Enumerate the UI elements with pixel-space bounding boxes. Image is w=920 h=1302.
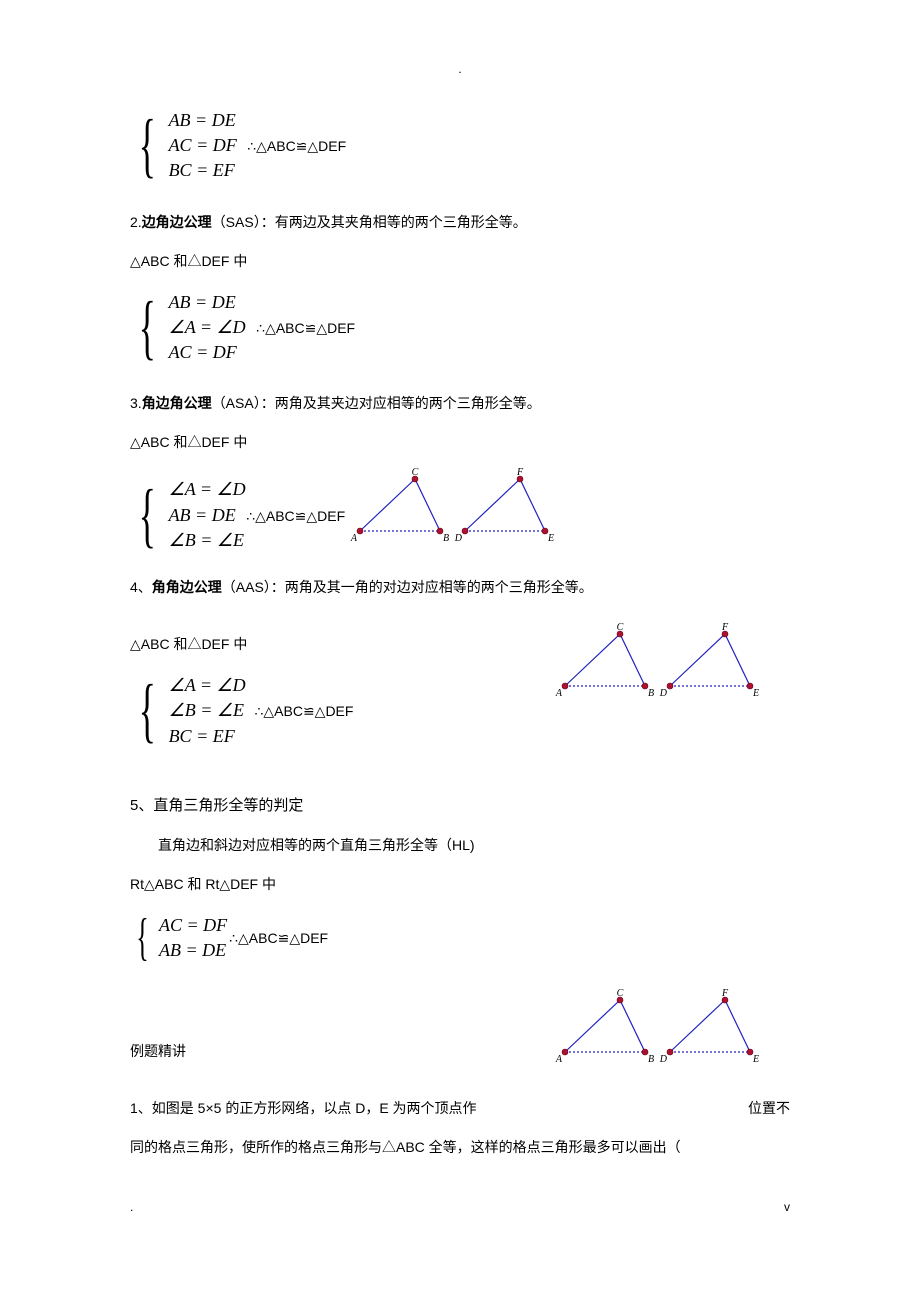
svg-text:E: E [547,533,554,544]
sas-line2: ∠A = ∠D [169,317,246,337]
svg-text:E: E [752,688,759,699]
hl-triangles: ABCDEF [560,992,790,1080]
svg-text:F: F [721,622,729,633]
aas-line2: ∠B = ∠E [169,700,244,720]
sss-line1: AB = DE [169,108,347,133]
sss-line3: BC = EF [169,158,347,183]
aas-conclusion: ∴△ABC≌△DEF [254,703,353,719]
hl-desc: 直角边和斜边对应相等的两个直角三角形全等（HL) [158,835,790,856]
asa-heading: 3.角边角公理（ASA）：两角及其夹边对应相等的两个三角形全等。 [130,393,790,414]
brace-left: { [136,916,148,960]
svg-text:B: B [443,533,449,544]
sas-line3: AC = DF [169,340,356,365]
svg-text:C: C [412,467,419,478]
aas-line1: ∠A = ∠D [169,673,354,698]
example1-line2: 同的格点三角形，使所作的格点三角形与△ABC 全等，这样的格点三角形最多可以画出… [130,1137,790,1158]
svg-text:F: F [721,988,729,999]
brace-left: { [139,485,156,546]
top-mark: . [130,60,790,78]
sas-conclusion: ∴△ABC≌△DEF [256,320,355,336]
asa-triangles: ABCDEF [355,471,585,559]
aas-heading: 4、角角边公理（AAS）：两角及其一角的对边对应相等的两个三角形全等。 [130,577,790,598]
aas-system: { ∠A = ∠D ∠B = ∠E ∴△ABC≌△DEF BC = EF [130,673,560,749]
brace-left: { [139,297,156,358]
svg-text:D: D [659,688,668,699]
sss-line2: AC = DF [169,135,237,155]
svg-text:A: A [555,1054,563,1065]
asa-context: △ABC 和△DEF 中 [130,432,790,453]
asa-conclusion: ∴△ABC≌△DEF [246,508,345,524]
asa-line1: ∠A = ∠D [169,477,346,502]
asa-line2: AB = DE [169,505,236,525]
footer-right: v [784,1198,790,1216]
examples-heading: 例题精讲 [130,1041,560,1062]
footer-left: . [130,1198,133,1216]
svg-text:E: E [752,1054,759,1065]
aas-triangles: ABCDEF [560,626,790,714]
sas-heading: 2.边角边公理（SAS）：有两边及其夹角相等的两个三角形全等。 [130,212,790,233]
svg-text:B: B [648,1054,654,1065]
sas-context: △ABC 和△DEF 中 [130,251,790,272]
aas-line3: BC = EF [169,724,354,749]
svg-text:D: D [454,533,463,544]
svg-text:D: D [659,1054,668,1065]
sss-system: { AB = DE AC = DF ∴△ABC≌△DEF BC = EF [130,108,790,184]
aas-context: △ABC 和△DEF 中 [130,634,560,655]
asa-row: { ∠A = ∠D AB = DE ∴△ABC≌△DEF ∠B = ∠E ABC… [130,471,790,559]
hl-heading: 5、直角三角形全等的判定 [130,795,790,818]
svg-text:C: C [617,622,624,633]
example1-line1: 1、如图是 5×5 的正方形网络，以点 D，E 为两个顶点作 位置不 [130,1098,790,1119]
svg-text:F: F [516,467,524,478]
sas-line1: AB = DE [169,290,356,315]
svg-text:A: A [555,688,563,699]
sss-conclusion: ∴△ABC≌△DEF [247,138,346,154]
brace-left: { [139,115,156,176]
svg-text:B: B [648,688,654,699]
brace-left: { [139,680,156,741]
svg-text:A: A [350,533,358,544]
page-footer: . v [130,1198,790,1216]
svg-text:C: C [617,988,624,999]
hl-system: { AC = DF AB = DE ∴△ABC≌△DEF [130,913,790,963]
hl-context: Rt△ABC 和 Rt△DEF 中 [130,874,790,895]
hl-line1: AC = DF [159,915,227,935]
hl-conclusion: ∴△ABC≌△DEF [229,928,328,949]
sas-system: { AB = DE ∠A = ∠D ∴△ABC≌△DEF AC = DF [130,290,790,366]
asa-line3: ∠B = ∠E [169,528,346,553]
hl-line2: AB = DE [159,940,226,960]
